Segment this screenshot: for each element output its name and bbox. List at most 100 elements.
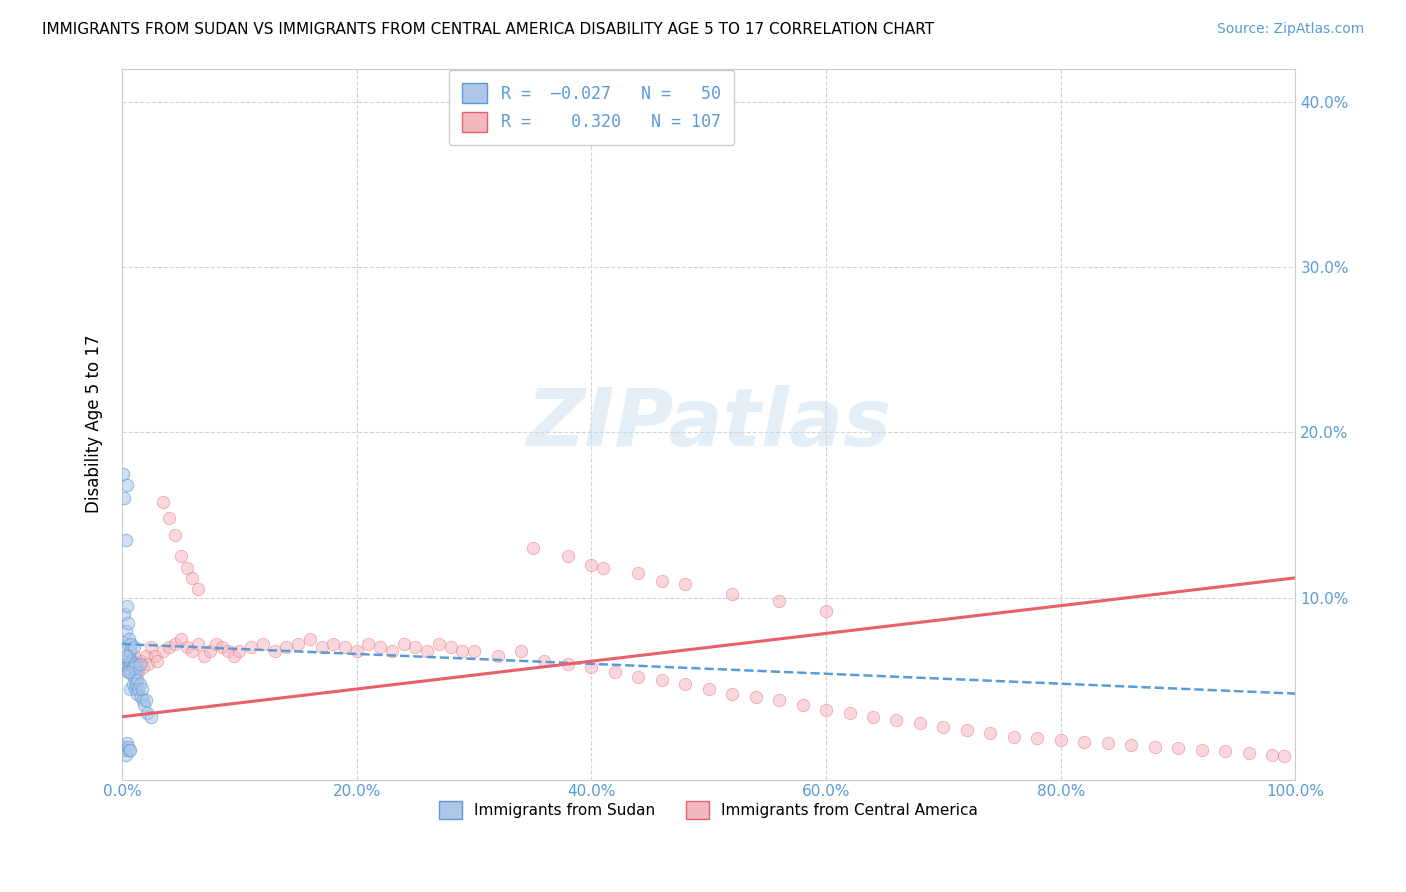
Point	[135, 706, 157, 721]
Point	[627, 670, 650, 684]
Point	[228, 643, 250, 657]
Point	[768, 693, 790, 707]
Point	[768, 594, 790, 608]
Point	[1237, 746, 1260, 760]
Point	[627, 566, 650, 580]
Point	[533, 654, 555, 668]
Point	[557, 549, 579, 564]
Point	[176, 640, 198, 655]
Point	[122, 657, 145, 671]
Point	[120, 743, 142, 757]
Point	[427, 637, 450, 651]
Point	[118, 743, 141, 757]
Point	[392, 637, 415, 651]
Point	[932, 720, 955, 734]
Point	[581, 558, 603, 572]
Point	[276, 640, 298, 655]
Point	[136, 657, 159, 671]
Point	[115, 478, 138, 492]
Point	[1026, 731, 1049, 746]
Point	[127, 681, 149, 696]
Point	[157, 511, 180, 525]
Point	[118, 665, 141, 679]
Point	[128, 657, 150, 671]
Point	[114, 533, 136, 547]
Point	[187, 637, 209, 651]
Point	[1167, 741, 1189, 756]
Point	[287, 637, 309, 651]
Point	[112, 607, 135, 622]
Point	[886, 713, 908, 727]
Point	[463, 643, 485, 657]
Point	[163, 637, 186, 651]
Point	[603, 665, 626, 679]
Point	[322, 637, 344, 651]
Point	[298, 632, 321, 646]
Point	[134, 693, 156, 707]
Point	[1121, 738, 1143, 752]
Point	[117, 665, 139, 679]
Point	[114, 648, 136, 663]
Point	[1213, 744, 1236, 758]
Point	[120, 657, 142, 671]
Point	[1049, 733, 1071, 747]
Point	[416, 643, 439, 657]
Point	[152, 643, 174, 657]
Point	[124, 681, 146, 696]
Point	[1261, 747, 1284, 762]
Point	[217, 643, 239, 657]
Point	[120, 657, 142, 671]
Point	[346, 643, 368, 657]
Point	[1097, 736, 1119, 750]
Point	[122, 670, 145, 684]
Point	[1073, 734, 1095, 748]
Point	[181, 643, 204, 657]
Point	[127, 665, 149, 679]
Point	[124, 660, 146, 674]
Point	[1272, 749, 1295, 764]
Point	[114, 747, 136, 762]
Point	[451, 643, 474, 657]
Point	[118, 665, 141, 679]
Point	[581, 660, 603, 674]
Point	[112, 743, 135, 757]
Point	[112, 654, 135, 668]
Point	[721, 587, 744, 601]
Point	[263, 643, 285, 657]
Point	[120, 654, 142, 668]
Point	[170, 549, 193, 564]
Point	[115, 648, 138, 663]
Point	[115, 657, 138, 671]
Point	[134, 648, 156, 663]
Point	[115, 599, 138, 613]
Point	[198, 643, 221, 657]
Point	[118, 648, 141, 663]
Text: ZIPatlas: ZIPatlas	[526, 385, 891, 463]
Point	[815, 604, 838, 618]
Point	[141, 640, 163, 655]
Point	[357, 637, 380, 651]
Point	[129, 690, 152, 704]
Point	[522, 541, 544, 555]
Point	[205, 637, 228, 651]
Point	[120, 665, 142, 679]
Point	[404, 640, 426, 655]
Point	[112, 491, 135, 506]
Point	[127, 673, 149, 688]
Point	[170, 632, 193, 646]
Point	[125, 657, 148, 671]
Point	[815, 703, 838, 717]
Point	[115, 736, 138, 750]
Point	[132, 693, 155, 707]
Point	[118, 632, 141, 646]
Point	[176, 561, 198, 575]
Point	[697, 681, 720, 696]
Point	[125, 676, 148, 690]
Point	[120, 681, 142, 696]
Point	[121, 676, 143, 690]
Point	[979, 726, 1001, 740]
Point	[252, 637, 274, 651]
Point	[956, 723, 979, 737]
Point	[121, 660, 143, 674]
Point	[333, 640, 356, 655]
